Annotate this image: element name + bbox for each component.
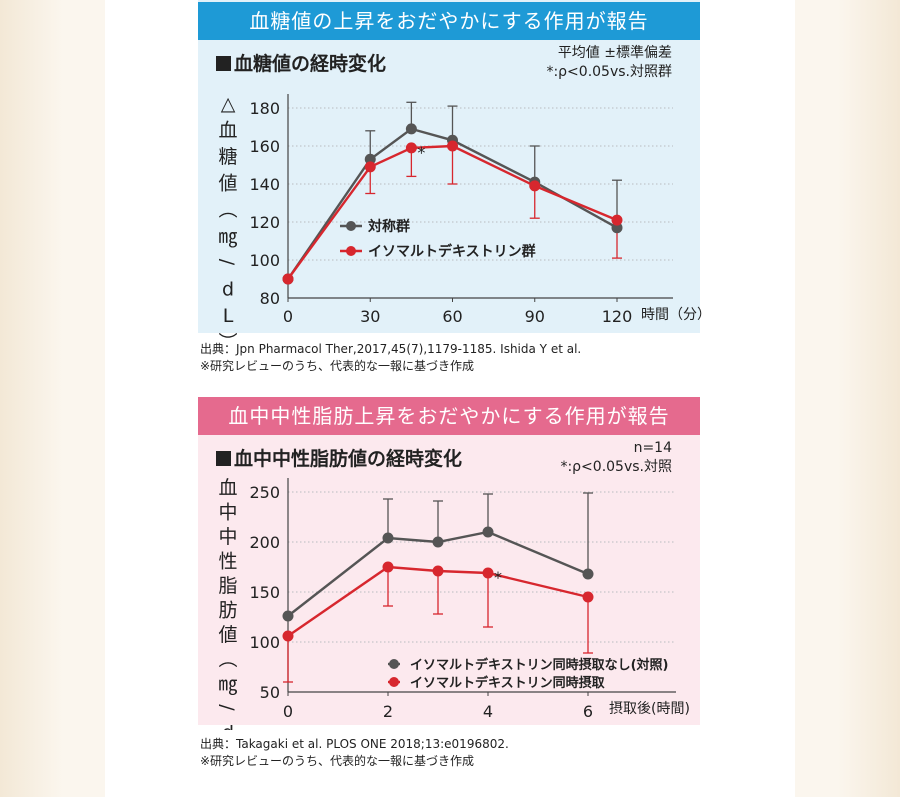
glucose-chart-title: 血糖値の経時変化 <box>216 49 386 76</box>
glucose-y-axis-label-char: △ <box>221 93 236 115</box>
glucose-significance-mark: * <box>417 143 425 162</box>
glucose-data-point <box>447 140 458 152</box>
glucose-ytick-label: 120 <box>249 213 280 232</box>
glucose-y-axis-label-char: （ <box>216 199 238 218</box>
glucose-xtick-label: 60 <box>442 307 462 326</box>
tg-ytick-label: 150 <box>249 583 280 602</box>
tg-data-point <box>382 561 394 573</box>
glucose-series-line-0 <box>287 127 618 280</box>
glucose-ytick-label: 80 <box>260 289 280 308</box>
tg-title-text: 血中中性脂肪値の経時変化 <box>234 448 463 470</box>
glucose-footnote: ※研究レビューのうち、代表的な一報に基づき作成 <box>200 359 475 373</box>
tg-xtick-label: 4 <box>483 702 493 721</box>
glucose-data-point <box>529 180 541 192</box>
tg-ytick-label: 50 <box>260 683 280 702</box>
glucose-chart: 80 100 120 140 160 180 0 30 60 90 120 時間（分） △ 血糖値 （ ㎎ / d… <box>216 93 711 340</box>
glucose-note-stat: 平均値 ±標準偏差 <box>557 45 672 61</box>
glucose-ytick-label: 180 <box>249 99 280 118</box>
glucose-note-significance: *:ρ<0.05vs.対照群 <box>546 64 672 80</box>
glucose-legend-label: 対称群 <box>367 218 410 235</box>
tg-legend-label: イソマルトデキストリン同時摂取なし(対照) <box>410 657 669 673</box>
tg-data-point <box>582 591 594 603</box>
tg-y-axis-label-char: d <box>222 722 234 730</box>
glucose-y-axis-label-char: ㎎ <box>218 226 237 248</box>
tg-data-point <box>282 630 294 642</box>
tg-significance-mark: * <box>494 568 502 587</box>
tg-y-axis-label-char: （ <box>216 649 238 668</box>
glucose-y-axis-label-char: ） <box>216 332 238 340</box>
tg-y-axis-label-char: ㎎ <box>218 673 237 695</box>
tg-source: 出典：Takagaki et al. PLOS ONE 2018;13:e019… <box>200 737 509 751</box>
glucose-legend-marker <box>346 221 356 231</box>
tg-y-axis-label-char: 値 <box>218 624 237 646</box>
tg-y-axis-label-char: 中 <box>218 502 237 524</box>
glucose-data-point <box>611 222 623 234</box>
tg-note-n: n=14 <box>633 440 672 456</box>
glucose-y-axis-label-char: / <box>216 259 238 266</box>
glucose-data-point <box>364 161 376 173</box>
glucose-xtick-label: 120 <box>602 307 633 326</box>
glucose-xtick-label: 0 <box>283 307 293 326</box>
glucose-y-axis-label-char: d <box>222 279 234 301</box>
tg-y-axis-label-char: 脂 <box>218 575 237 597</box>
tg-data-point <box>482 526 494 538</box>
tg-data-point <box>432 565 444 577</box>
square-bullet-icon <box>216 451 231 466</box>
glucose-y-axis-label-char: L <box>223 305 234 327</box>
tg-y-axis-label-char: / <box>216 704 238 711</box>
tg-y-axis-label-char: 肪 <box>218 600 237 622</box>
glucose-xtick-label: 30 <box>360 307 380 326</box>
tg-chart-title: 血中中性脂肪値の経時変化 <box>216 444 462 471</box>
glucose-panel: 血糖値の上昇をおだやかにする作用が報告 血糖値の経時変化 平均値 ±標準偏差 *… <box>198 0 700 333</box>
glucose-data-point <box>282 273 294 285</box>
tg-chart: 501001502002500246摂取後(時間)血中中性脂肪値（㎎/dL）*イ… <box>216 477 690 730</box>
tg-footnote: ※研究レビューのうち、代表的な一報に基づき作成 <box>200 754 475 768</box>
glucose-data-point <box>405 142 417 154</box>
tg-y-axis-label-char: 血 <box>218 477 237 499</box>
glucose-legend-marker <box>346 246 356 256</box>
glucose-data-point <box>405 123 417 135</box>
glucose-data-point <box>611 214 623 226</box>
tg-xtick-label: 2 <box>383 702 393 721</box>
glucose-y-axis-label-char: 値 <box>218 173 237 195</box>
tg-xtick-label: 6 <box>583 702 593 721</box>
glucose-banner: 血糖値の上昇をおだやかにする作用が報告 <box>198 2 700 40</box>
tg-legend-label: イソマルトデキストリン同時摂取 <box>410 675 606 691</box>
tg-ytick-label: 100 <box>249 633 280 652</box>
glucose-ytick-label: 160 <box>249 137 280 156</box>
tg-data-point <box>482 567 494 579</box>
tg-legend-marker <box>389 659 399 669</box>
glucose-xtick-label: 90 <box>525 307 545 326</box>
glucose-legend-label: イソマルトデキストリン群 <box>368 243 536 260</box>
square-bullet-icon <box>216 56 231 71</box>
tg-banner: 血中中性脂肪上昇をおだやかにする作用が報告 <box>198 397 700 435</box>
glucose-y-axis-label-char: 血 <box>218 120 237 142</box>
tg-data-point <box>382 532 394 544</box>
tg-ytick-label: 200 <box>249 533 280 552</box>
glucose-source: 出典：Jpn Pharmacol Ther,2017,45(7),1179-11… <box>200 342 582 356</box>
glucose-title-text: 血糖値の経時変化 <box>234 53 387 75</box>
glucose-series-line-1 <box>287 144 618 280</box>
glucose-y-axis-label-char: 糖 <box>218 146 237 168</box>
tg-data-point <box>282 610 294 622</box>
tg-y-axis-label-char: 中 <box>218 526 237 548</box>
glucose-ytick-label: 140 <box>249 175 280 194</box>
tg-data-point <box>432 536 444 548</box>
tg-panel: 血中中性脂肪上昇をおだやかにする作用が報告 血中中性脂肪値の経時変化 n=14 … <box>198 397 700 725</box>
glucose-ytick-label: 100 <box>249 251 280 270</box>
tg-note: n=14 *:ρ<0.05vs.対照 <box>560 439 672 477</box>
glucose-x-axis-label: 時間（分） <box>641 307 711 323</box>
tg-data-point <box>582 568 594 580</box>
tg-xtick-label: 0 <box>283 702 293 721</box>
tg-y-axis-label-char: 性 <box>218 551 237 573</box>
tg-legend-marker <box>389 677 399 687</box>
glucose-data-point <box>364 153 376 165</box>
tg-ytick-label: 250 <box>249 483 280 502</box>
glucose-note: 平均値 ±標準偏差 *:ρ<0.05vs.対照群 <box>546 44 672 82</box>
tg-note-significance: *:ρ<0.05vs.対照 <box>560 459 672 475</box>
tg-x-axis-label: 摂取後(時間) <box>609 701 690 717</box>
